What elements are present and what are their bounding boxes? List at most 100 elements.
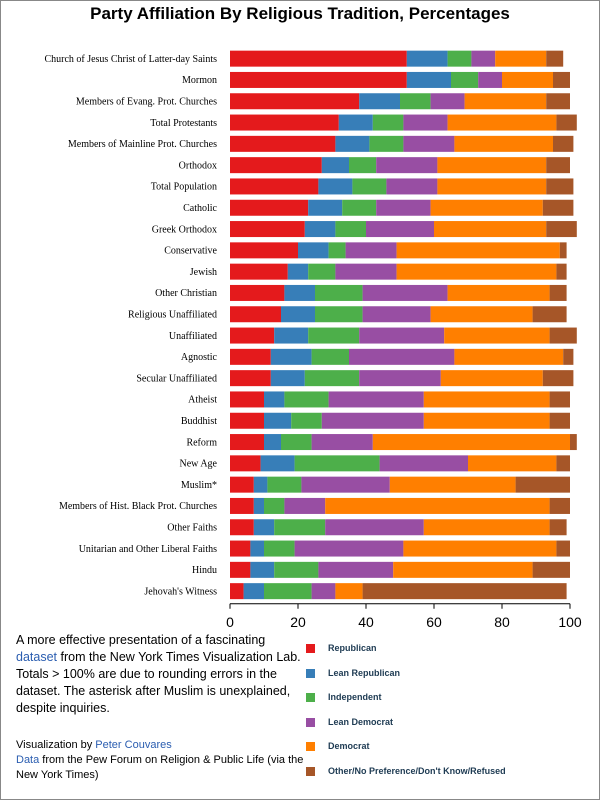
bar-segment-s5 (549, 497, 570, 514)
chart-title: Party Affiliation By Religious Tradition… (90, 4, 510, 23)
bar-segment-s4 (335, 583, 363, 600)
x-tick-label: 100 (558, 614, 582, 630)
credits: Visualization by Peter Couvares Data fro… (16, 738, 316, 783)
bar-segment-s5 (553, 135, 574, 152)
bar-segment-s4 (372, 434, 570, 451)
bar-segment-s4 (423, 519, 550, 536)
bar-segment-s5 (553, 71, 570, 88)
bar-segment-s4 (495, 50, 547, 67)
author-link[interactable]: Peter Couvares (95, 739, 172, 751)
bar-segment-s4 (389, 476, 516, 493)
bar-segment-s0 (230, 519, 254, 536)
bar-segment-s4 (437, 157, 547, 174)
bar-segment-s5 (546, 157, 570, 174)
bar-segment-s2 (274, 519, 326, 536)
bar-segment-s3 (379, 455, 468, 472)
bar-segment-s5 (546, 221, 577, 238)
bar-segment-s0 (230, 114, 339, 131)
x-tick-label: 0 (226, 614, 234, 630)
bar-segment-s3 (359, 370, 441, 387)
bar-segment-s4 (423, 412, 550, 429)
bar-segment-s2 (304, 370, 360, 387)
bar-segment-s5 (515, 476, 570, 493)
bar-segment-s4 (403, 540, 557, 557)
data-credit: Data from the Pew Forum on Religion & Pu… (16, 753, 316, 783)
bar-segment-s1 (250, 561, 275, 578)
bar-segment-s2 (264, 540, 295, 557)
bar-segment-s1 (270, 348, 312, 365)
visualization-credit: Visualization by Peter Couvares (16, 738, 316, 753)
category-label: Jehovah's Witness (144, 586, 217, 597)
legend-swatch (306, 742, 315, 751)
bar-segment-s4 (447, 114, 557, 131)
bar-segment-s3 (376, 157, 438, 174)
bar-segment-s1 (250, 540, 264, 557)
bar-segment-s1 (253, 519, 275, 536)
bar-segment-s4 (454, 348, 564, 365)
bar-segment-s4 (430, 199, 543, 216)
bar-segment-s4 (325, 497, 550, 514)
bar-segment-s1 (260, 455, 295, 472)
bar-segment-s0 (230, 540, 251, 557)
bar-segment-s0 (230, 391, 264, 408)
bar-segment-s5 (563, 348, 574, 365)
bar-segment-s1 (287, 263, 309, 280)
bar-segment-s4 (393, 561, 533, 578)
category-label: Secular Unaffiliated (136, 373, 217, 384)
bar-segment-s0 (230, 497, 254, 514)
bar-segment-s5 (546, 93, 570, 110)
x-tick-label: 80 (494, 614, 510, 630)
bar-segment-s0 (230, 306, 281, 323)
bar-segment-s5 (549, 284, 567, 301)
bar-segment-s3 (345, 242, 397, 259)
bar-segment-s4 (430, 306, 533, 323)
bar-segment-s0 (230, 221, 305, 238)
bar-segment-s1 (335, 135, 370, 152)
bar-segment-s3 (366, 221, 434, 238)
bar-segment-s0 (230, 583, 244, 600)
bar-segment-s0 (230, 370, 271, 387)
legend-swatch (306, 766, 315, 776)
category-label: Total Population (151, 182, 217, 193)
bar-segment-s1 (264, 412, 292, 429)
bar-segment-s5 (546, 178, 574, 195)
bar-segment-s5 (556, 540, 570, 557)
bar-segment-s0 (230, 455, 261, 472)
bar-segment-s1 (338, 114, 373, 131)
bar-segment-s5 (532, 306, 567, 323)
legend-swatch (306, 668, 315, 678)
dataset-link[interactable]: dataset (16, 650, 58, 664)
data-credit-suffix: from the Pew Forum on Religion & Public … (16, 754, 304, 781)
bar-segment-s3 (318, 561, 394, 578)
bar-segment-s2 (308, 327, 360, 344)
bar-segment-s0 (230, 178, 319, 195)
category-label: Mormon (182, 75, 217, 86)
bar-segment-s1 (264, 434, 281, 451)
bar-segment-s3 (284, 497, 326, 514)
bar-segment-s3 (362, 284, 448, 301)
bar-segment-s4 (440, 370, 543, 387)
bar-segment-s0 (230, 71, 407, 88)
bar-segment-s2 (315, 306, 363, 323)
bar-segment-s5 (556, 263, 567, 280)
data-link[interactable]: Data (16, 754, 40, 766)
bar-segment-s3 (349, 348, 455, 365)
stacked-bar-chart: Church of Jesus Christ of Latter-day Sai… (44, 50, 582, 630)
visualization-credit-prefix: Visualization by (16, 739, 96, 751)
description-before-link: A more effective presentation of a fasci… (16, 633, 266, 647)
bar-segment-s2 (291, 412, 322, 429)
bar-segment-s1 (318, 178, 353, 195)
bar-segment-s4 (464, 93, 547, 110)
category-label: Orthodox (179, 160, 217, 171)
category-label: Unitarian and Other Liberal Faiths (79, 544, 217, 555)
bar-segment-s5 (542, 370, 574, 387)
bar-segment-s5 (546, 50, 564, 67)
category-label: Church of Jesus Christ of Latter-day Sai… (44, 54, 217, 65)
bar-segment-s4 (423, 391, 550, 408)
category-label: Catholic (183, 203, 217, 214)
category-label: Total Protestants (150, 118, 217, 129)
legend-swatch (306, 644, 315, 653)
legend-swatch (306, 717, 315, 727)
bar-segment-s2 (267, 476, 302, 493)
bar-segment-s0 (230, 242, 298, 259)
